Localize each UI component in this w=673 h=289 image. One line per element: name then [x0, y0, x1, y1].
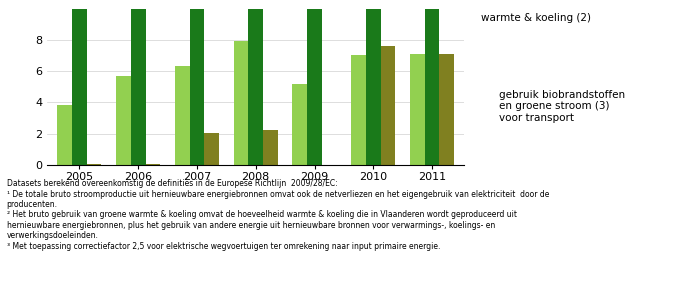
Bar	[72, 1, 87, 165]
Bar	[410, 54, 425, 165]
Bar	[293, 84, 307, 165]
Text: Datasets berekend overeenkomstig de definities in de Europese Richtlijn  2009/28: Datasets berekend overeenkomstig de defi…	[7, 179, 549, 251]
Bar	[131, 1, 145, 165]
Bar	[175, 66, 190, 165]
Bar	[366, 1, 381, 165]
Text: warmte & koeling (2): warmte & koeling (2)	[481, 13, 591, 23]
Bar	[57, 105, 72, 165]
Bar	[307, 1, 322, 165]
Bar	[87, 164, 102, 165]
Bar	[234, 41, 248, 165]
Bar	[248, 1, 263, 165]
Text: gebruik biobrandstoffen
en groene stroom (3)
voor transport: gebruik biobrandstoffen en groene stroom…	[499, 90, 625, 123]
Bar	[351, 55, 366, 165]
Bar	[145, 164, 160, 165]
Bar	[425, 1, 439, 165]
Bar	[439, 54, 454, 165]
Bar	[190, 1, 205, 165]
Bar	[116, 76, 131, 165]
Bar	[205, 133, 219, 165]
Bar	[381, 46, 395, 165]
Bar	[263, 130, 278, 165]
